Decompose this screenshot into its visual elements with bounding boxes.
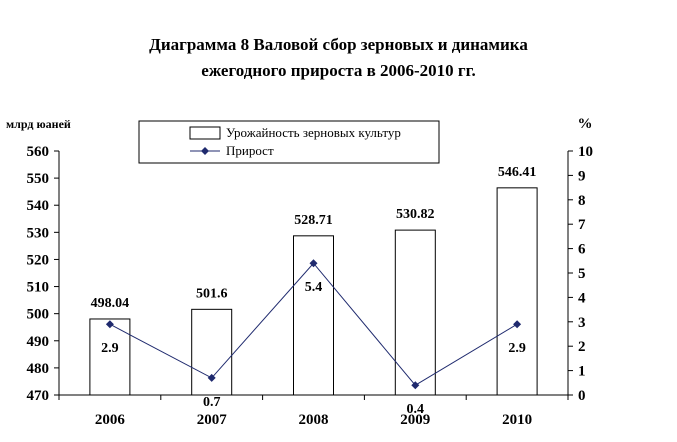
left-tick-label: 530: [27, 225, 50, 241]
growth-value-label: 0.4: [407, 402, 425, 417]
right-axis-label: %: [578, 116, 593, 132]
chart-title-line-1: Диаграмма 8 Валовой сбор зерновых и дина…: [149, 35, 528, 54]
bar-value-label: 546.41: [498, 165, 537, 180]
right-tick-label: 10: [578, 144, 593, 160]
right-tick-label: 3: [578, 315, 586, 331]
bar-value-label: 528.71: [294, 213, 333, 228]
chart-title: Диаграмма 8 Валовой сбор зерновых и дина…: [0, 32, 677, 84]
legend: Урожайность зерновых культур Прирост: [138, 120, 440, 164]
left-axis-label: млрд юаней: [6, 117, 71, 131]
growth-value-label: 5.4: [305, 280, 323, 295]
line-series: [105, 259, 522, 390]
left-tick-label: 510: [27, 280, 50, 296]
left-tick-label: 520: [27, 252, 50, 268]
right-tick-label: 0: [578, 388, 586, 404]
growth-point: [513, 320, 522, 329]
growth-value-label: 2.9: [508, 341, 526, 356]
bar-value-label: 530.82: [396, 207, 435, 222]
left-tick-label: 500: [27, 307, 50, 323]
x-tick-label: 2008: [299, 412, 329, 428]
bar: [89, 318, 131, 396]
bar-value-label: 501.6: [196, 286, 228, 301]
right-tick-label: 6: [578, 242, 586, 258]
x-tick-label: 2006: [95, 412, 126, 428]
growth-point: [105, 320, 114, 329]
left-tick-label: 480: [27, 361, 50, 377]
data-labels: 498.04 501.6 528.71 530.82 546.41 2.9 0.7 5.4 0.…: [91, 165, 537, 417]
growth-value-label: 0.7: [203, 395, 221, 410]
right-tick-label: 9: [578, 168, 586, 184]
left-tick-label: 490: [27, 334, 50, 350]
legend-box: [138, 120, 440, 164]
axes: 470 480 490 500 510 520 530 540 550 560 0 1 2 3 4 5 6 7 8 9…: [6, 116, 593, 428]
right-tick-label: 4: [578, 290, 586, 306]
legend-line-label: Прирост: [226, 143, 274, 158]
x-tick-label: 2010: [502, 412, 532, 428]
growth-point: [207, 373, 216, 382]
left-tick-label: 550: [27, 171, 50, 187]
bar-series: [89, 187, 538, 396]
right-tick-label: 2: [578, 339, 586, 355]
legend-line-marker: [201, 147, 209, 155]
chart-title-line-2: ежегодного прироста в 2006-2010 гг.: [201, 61, 476, 80]
bar: [394, 229, 436, 396]
right-tick-label: 7: [578, 217, 586, 233]
x-tick-label: 2009: [400, 412, 430, 428]
growth-point: [309, 259, 318, 268]
bar: [191, 308, 233, 396]
left-tick-label: 540: [27, 198, 50, 214]
left-tick-label: 470: [27, 388, 50, 404]
growth-point: [411, 381, 420, 390]
bar: [496, 187, 538, 396]
right-tick-label: 1: [578, 364, 586, 380]
x-tick-label: 2007: [197, 412, 228, 428]
legend-bar-swatch: [189, 126, 221, 140]
legend-bar-label: Урожайность зерновых культур: [226, 125, 401, 140]
right-tick-label: 8: [578, 193, 586, 209]
right-tick-label: 5: [578, 266, 586, 282]
bar-value-label: 498.04: [91, 296, 130, 311]
left-tick-label: 560: [27, 144, 50, 160]
growth-value-label: 2.9: [101, 341, 119, 356]
